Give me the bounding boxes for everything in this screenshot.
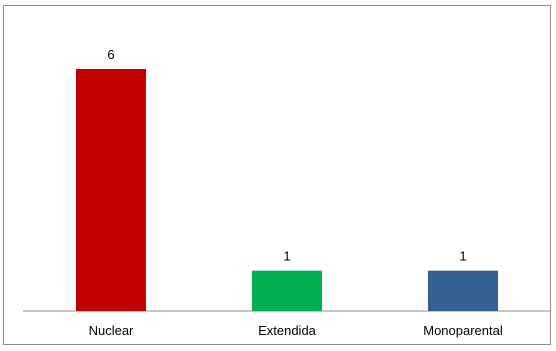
value-label-monoparental: 1 (459, 249, 466, 264)
bar-monoparental (428, 270, 498, 311)
category-label-monoparental: Monoparental (423, 323, 503, 338)
value-label-extendida: 1 (283, 249, 290, 264)
category-labels-group: Nuclear Extendida Monoparental (89, 323, 503, 338)
category-label-extendida: Extendida (258, 323, 317, 338)
bar-extendida (252, 270, 322, 311)
value-labels-group: 6 1 1 (107, 47, 466, 264)
category-label-nuclear: Nuclear (89, 323, 134, 338)
bar-nuclear (76, 69, 146, 311)
value-label-nuclear: 6 (107, 47, 114, 62)
bars-group (76, 69, 498, 311)
